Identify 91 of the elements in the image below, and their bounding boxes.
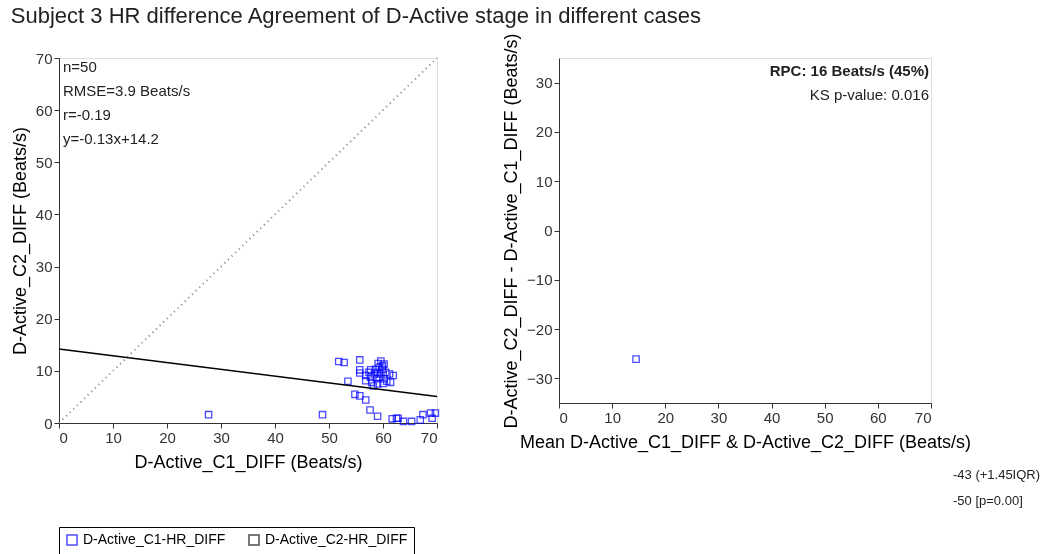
point: [385, 370, 394, 378]
point: [379, 379, 387, 388]
annotation: n=50: [63, 58, 97, 75]
point: [344, 377, 352, 386]
point: [355, 369, 364, 377]
point: [388, 415, 396, 423]
point: [318, 410, 327, 419]
point: [361, 376, 370, 385]
y-tick-label: 30: [35, 258, 53, 276]
x-tick-label: 50: [816, 408, 834, 426]
point: [382, 377, 391, 386]
y-tick-label: 30: [535, 74, 553, 92]
y-tick-label: −20: [527, 320, 553, 338]
y-tick-label: 10: [35, 362, 53, 380]
y-axis-title: D-Active_C2_DIFF (Beats/s): [9, 126, 31, 356]
point: [381, 368, 390, 377]
point: [355, 356, 364, 364]
text: -43 (+1.45IQR): [953, 467, 1041, 482]
point: [369, 382, 378, 390]
legend-label: D-Active_C2-HR_DIFF: [265, 531, 408, 547]
y-tick-label: 40: [35, 205, 53, 223]
point: [371, 365, 380, 374]
annotation: KS p-value: 0.016: [809, 86, 929, 103]
legend-label: D-Active_C1-HR_DIFF: [83, 531, 226, 547]
x-tick-label: 20: [657, 408, 675, 426]
y-tick-label: 60: [35, 101, 53, 119]
annotation: y=-0.13x+14.2: [63, 130, 159, 147]
point: [373, 412, 382, 421]
y-tick-label: 0: [544, 222, 553, 239]
x-axis-title: Mean D-Active_C1_DIFF & D-Active_C2_DIFF (Beats/s): [519, 431, 972, 453]
point: [365, 368, 373, 377]
point: [366, 366, 375, 374]
point: [366, 406, 374, 414]
point: [377, 357, 385, 365]
point: [426, 409, 435, 417]
point: [380, 374, 388, 383]
x-tick-label: 60: [375, 428, 392, 446]
annotation: RMSE=3.9 Beats/s: [63, 82, 191, 99]
point: [389, 371, 398, 380]
x-tick-label: 40: [267, 428, 284, 446]
x-tick-label: 0: [559, 408, 568, 426]
x-tick-label: 10: [604, 408, 621, 426]
chart-title: Subject 3 HR difference Agreement of D-Active stage in different cases: [10, 3, 701, 29]
point: [204, 410, 213, 419]
point: [428, 414, 436, 423]
point: [355, 392, 364, 400]
point: [372, 374, 381, 383]
y-tick-label: 70: [35, 49, 53, 67]
point: [378, 365, 387, 374]
x-tick-label: 70: [420, 428, 438, 446]
x-tick-label: 10: [105, 428, 122, 446]
x-tick-label: 30: [213, 428, 230, 446]
point: [370, 370, 379, 378]
point: [419, 410, 427, 419]
point: [374, 359, 382, 368]
point: [373, 380, 382, 388]
point: [386, 378, 395, 387]
x-tick-label: 40: [763, 408, 781, 426]
point: [399, 417, 408, 426]
y-tick-label: 20: [35, 310, 53, 328]
x-tick-label: 20: [159, 428, 176, 446]
y-tick-label: 50: [35, 153, 53, 171]
x-tick-label: 50: [321, 428, 338, 446]
point: [367, 378, 376, 387]
point: [340, 358, 348, 367]
y-tick-label: 20: [535, 123, 553, 141]
x-tick-label: 60: [870, 408, 887, 426]
point: [375, 373, 384, 381]
annotation: r=-0.19: [63, 106, 111, 123]
point: [373, 368, 382, 377]
point: [377, 370, 385, 378]
point: [355, 366, 364, 374]
text: -50 [p=0.00]: [953, 493, 1023, 508]
point: [334, 357, 343, 366]
point: [431, 409, 440, 417]
x-tick-label: 0: [59, 428, 68, 446]
point: [375, 363, 384, 372]
y-tick-label: −30: [527, 369, 553, 387]
x-axis-title: D-Active_C1_DIFF (Beats/s): [134, 451, 363, 473]
point: [361, 371, 370, 380]
point: [361, 396, 370, 404]
y-tick-label: −10: [527, 271, 553, 289]
y-tick-label: 10: [535, 172, 553, 190]
x-tick-label: 30: [710, 408, 728, 426]
point: [366, 373, 375, 381]
point: [407, 417, 416, 426]
annotation: RPC: 16 Beats/s (45%): [769, 62, 929, 79]
point: [416, 416, 425, 424]
y-axis-title: D-Active_C2_DIFF - D-Active_C1_DIFF (Beats/s): [501, 33, 523, 429]
point: [351, 390, 359, 399]
x-tick-label: 70: [914, 408, 932, 426]
